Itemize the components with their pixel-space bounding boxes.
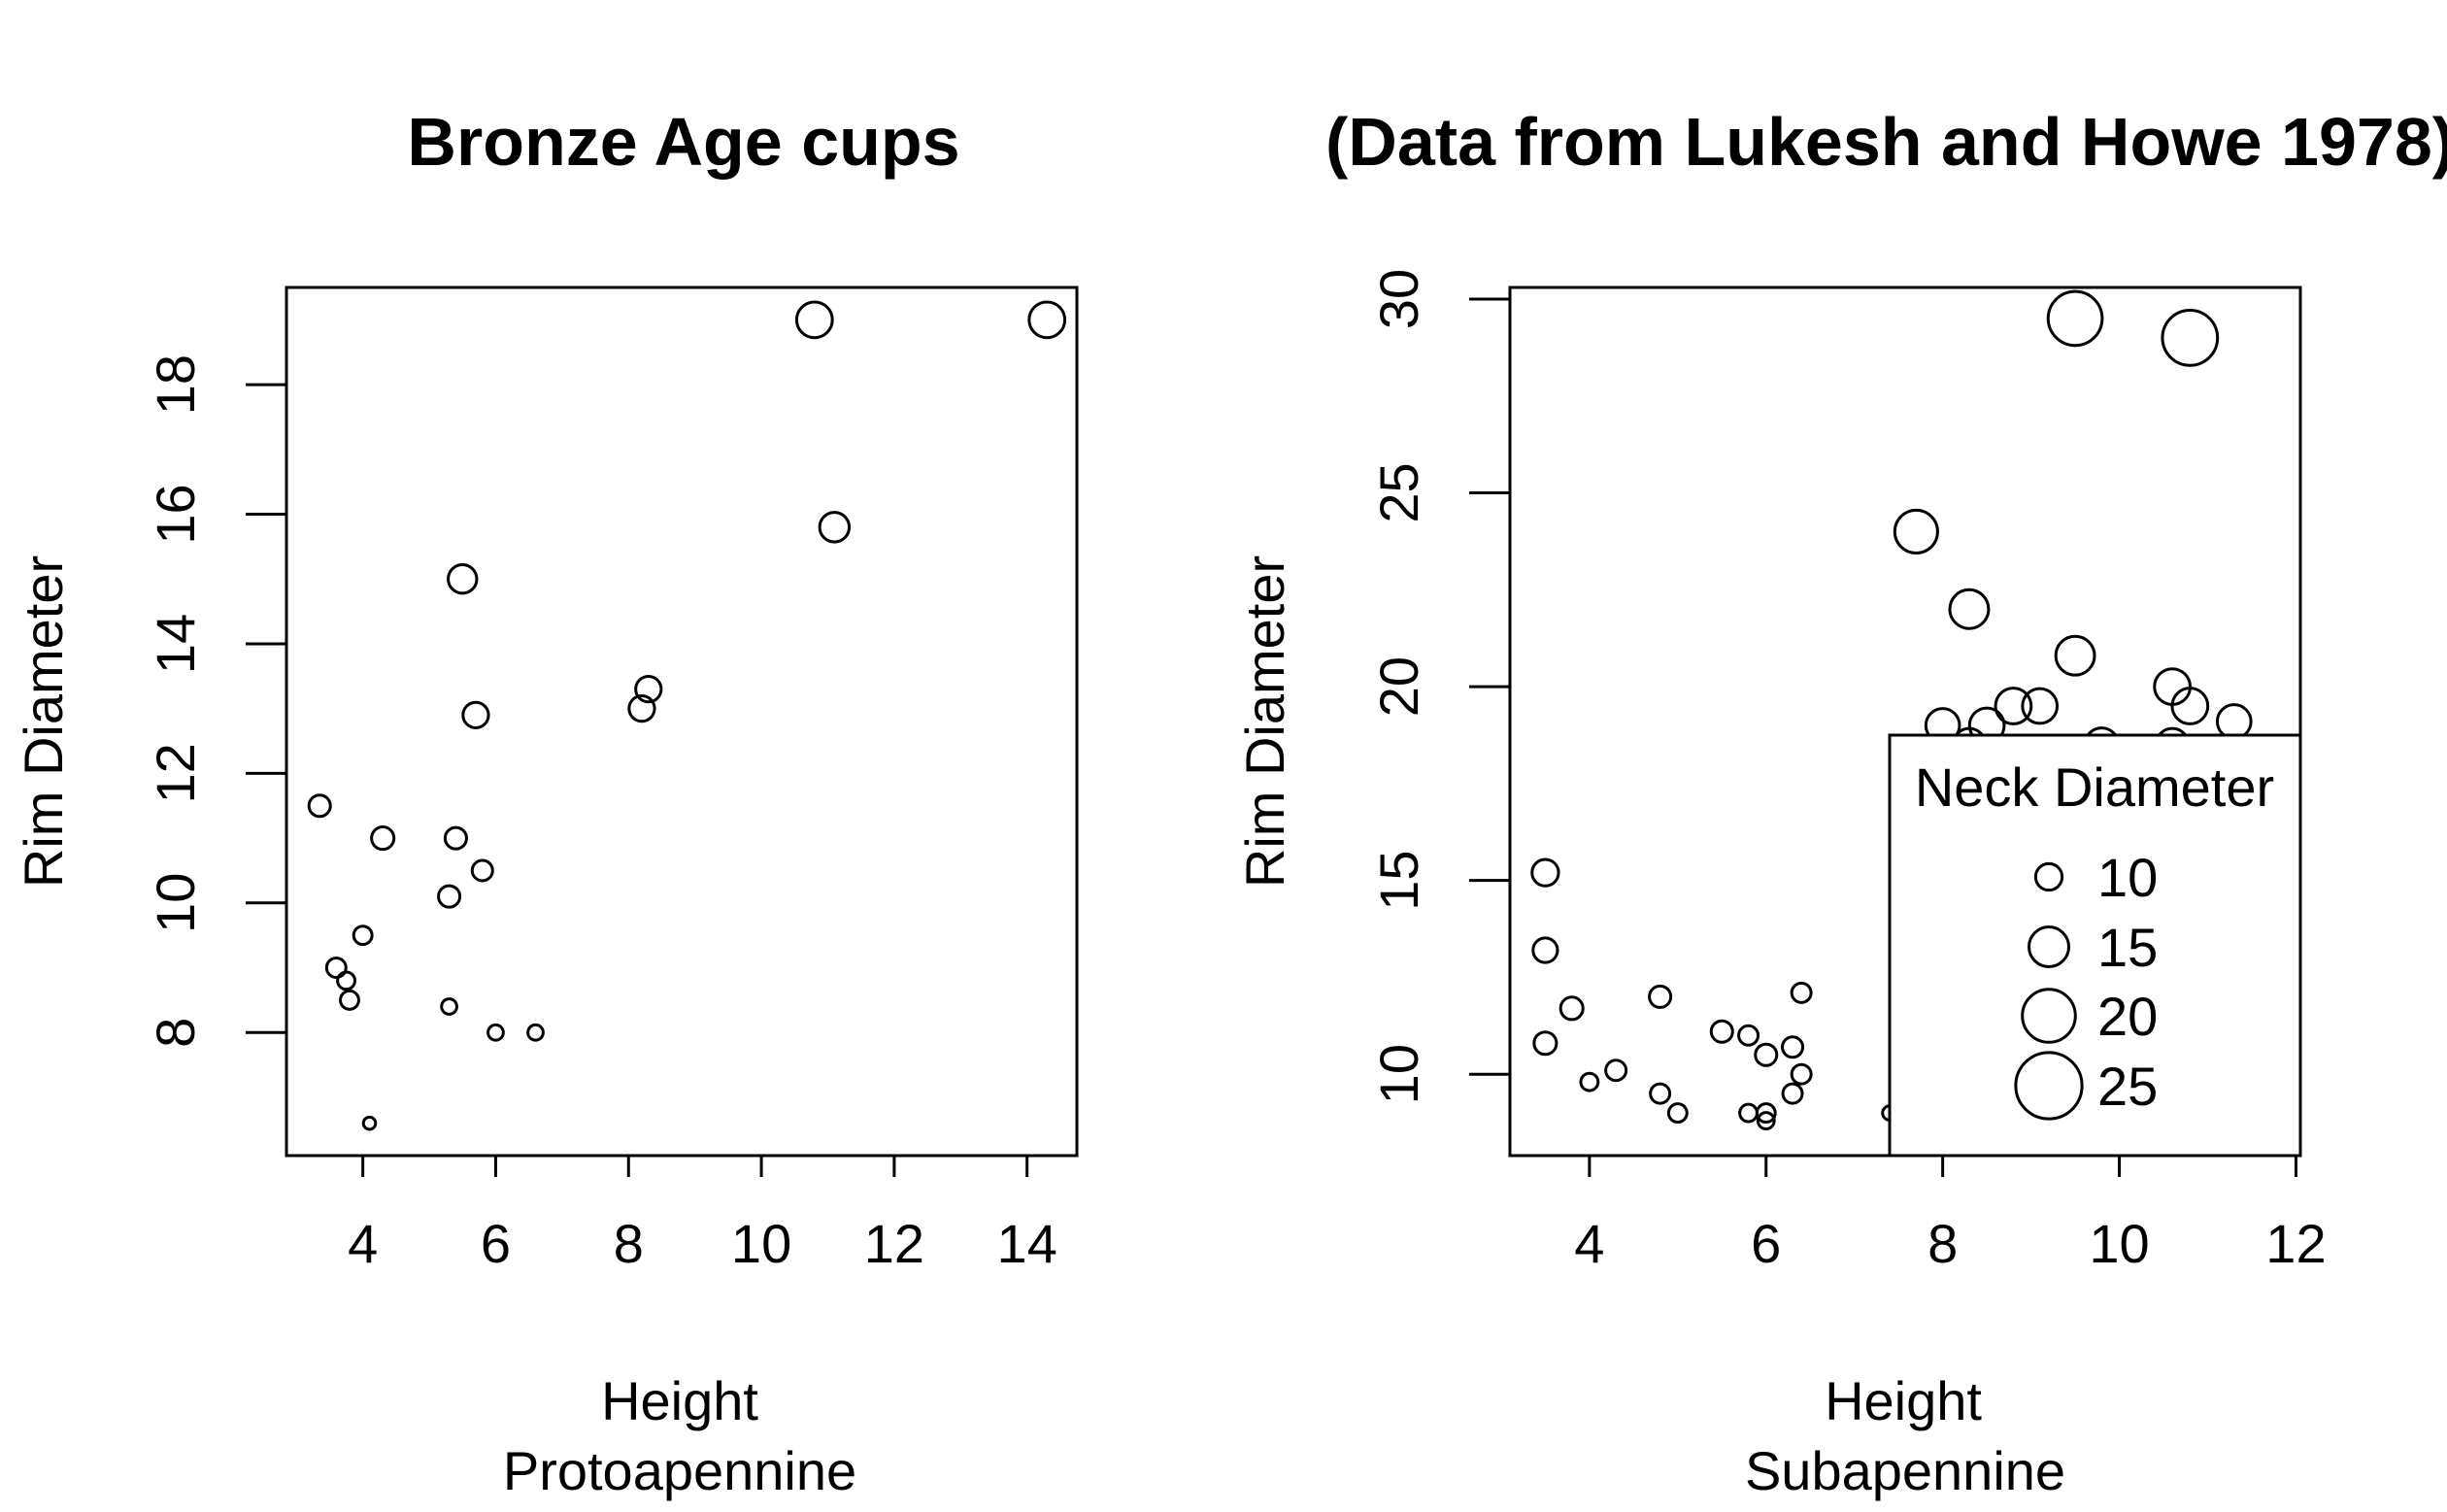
data-point bbox=[1790, 1062, 1813, 1086]
data-point bbox=[361, 1115, 378, 1131]
data-point bbox=[794, 300, 834, 340]
data-point bbox=[1559, 995, 1585, 1022]
data-point bbox=[1790, 981, 1813, 1004]
y-tick-label: 12 bbox=[145, 743, 206, 803]
y-tick-label: 18 bbox=[145, 354, 206, 415]
data-point bbox=[352, 924, 374, 947]
y-tick-label: 16 bbox=[145, 484, 206, 544]
data-point bbox=[443, 825, 468, 851]
x-tick-label: 12 bbox=[2265, 1213, 2326, 1274]
x-tick-label: 6 bbox=[481, 1213, 511, 1274]
legend-symbol bbox=[2014, 1051, 2084, 1121]
data-point bbox=[818, 511, 852, 544]
data-point bbox=[324, 957, 348, 979]
legend-label: 15 bbox=[2097, 917, 2158, 978]
legend-box bbox=[1888, 733, 2302, 1158]
y-tick-label: 30 bbox=[1368, 269, 1429, 329]
x-tick-label: 6 bbox=[1751, 1213, 1781, 1274]
panel2-x-sublabel: Subapennine bbox=[1745, 1440, 2065, 1501]
legend-symbol bbox=[2028, 925, 2070, 968]
y-tick-label: 20 bbox=[1368, 656, 1429, 717]
data-point bbox=[447, 563, 479, 595]
data-point bbox=[370, 825, 396, 852]
data-point bbox=[1604, 1058, 1628, 1083]
data-point bbox=[1530, 857, 1560, 888]
y-tick-label: 8 bbox=[145, 1018, 206, 1048]
panel1-x-sublabel: Protoapennine bbox=[503, 1440, 856, 1501]
panel1-title: Bronze Age cups bbox=[407, 104, 959, 180]
data-point bbox=[2170, 687, 2210, 725]
legend-symbol bbox=[2021, 988, 2077, 1044]
legend-label: 10 bbox=[2097, 847, 2158, 908]
panel1-x-axis: 4 6 8 10 12 14 bbox=[348, 1154, 1057, 1274]
data-point bbox=[339, 989, 360, 1011]
data-point bbox=[1532, 1030, 1559, 1057]
data-point bbox=[2054, 634, 2096, 677]
legend-entries: 10 15 20 25 bbox=[2014, 847, 2158, 1121]
data-point bbox=[526, 1023, 545, 1042]
legend-symbol bbox=[2033, 861, 2064, 892]
legend-label: 20 bbox=[2097, 986, 2158, 1047]
data-point bbox=[1709, 1019, 1734, 1044]
x-tick-label: 4 bbox=[1574, 1213, 1604, 1274]
y-tick-label: 15 bbox=[1368, 850, 1429, 910]
legend-title: Neck Diameter bbox=[1915, 756, 2274, 818]
data-point bbox=[1755, 1102, 1777, 1125]
data-point bbox=[1754, 1042, 1779, 1067]
data-point bbox=[1649, 1082, 1672, 1105]
panel1-y-axis: 8 10 12 14 16 18 bbox=[145, 354, 288, 1048]
panel-protoapennine: Bronze Age cups 4 6 8 10 12 14 8 10 12 14 16 18 He… bbox=[13, 104, 1079, 1501]
data-point bbox=[2161, 309, 2220, 367]
data-point bbox=[470, 858, 494, 883]
x-tick-label: 12 bbox=[864, 1213, 924, 1274]
panel2-y-label: Rim Diameter bbox=[1234, 555, 1295, 888]
y-tick-label: 25 bbox=[1368, 462, 1429, 522]
data-point bbox=[461, 700, 490, 729]
data-point bbox=[437, 884, 462, 909]
data-point bbox=[627, 694, 656, 723]
x-tick-label: 14 bbox=[997, 1213, 1057, 1274]
data-point bbox=[1666, 1102, 1689, 1125]
data-point bbox=[1648, 984, 1673, 1009]
panel1-y-label: Rim Diameter bbox=[13, 555, 74, 888]
legend-label: 25 bbox=[2097, 1056, 2158, 1117]
x-tick-label: 8 bbox=[614, 1213, 644, 1274]
data-point bbox=[1781, 1082, 1804, 1105]
y-tick-label: 10 bbox=[145, 873, 206, 933]
size-legend: Neck Diameter 10 15 20 25 bbox=[1888, 733, 2302, 1158]
x-tick-label: 8 bbox=[1927, 1213, 1958, 1274]
data-point bbox=[1948, 588, 1991, 630]
panel2-title: (Data from Lukesh and Howe 1978) bbox=[1325, 104, 2447, 180]
panel-subapennine: (Data from Lukesh and Howe 1978) 4 6 8 10 12… bbox=[1234, 104, 2447, 1501]
data-point bbox=[1756, 1111, 1776, 1130]
data-point bbox=[2046, 289, 2104, 348]
data-point bbox=[307, 793, 332, 819]
panel2-y-axis: 10 15 20 25 30 bbox=[1368, 269, 1512, 1104]
data-point bbox=[336, 970, 356, 991]
data-point bbox=[1579, 1071, 1600, 1092]
data-point bbox=[1027, 300, 1067, 340]
y-tick-label: 10 bbox=[1368, 1044, 1429, 1104]
x-tick-label: 10 bbox=[2089, 1213, 2149, 1274]
data-point bbox=[634, 675, 663, 704]
data-point bbox=[2021, 687, 2060, 725]
data-point bbox=[1994, 687, 2033, 725]
panel2-x-axis: 4 6 8 10 12 bbox=[1574, 1154, 2327, 1274]
x-tick-label: 4 bbox=[348, 1213, 378, 1274]
data-point bbox=[1531, 936, 1559, 964]
data-point bbox=[1781, 1035, 1805, 1059]
y-tick-label: 14 bbox=[145, 614, 206, 674]
data-point bbox=[1893, 508, 1939, 554]
data-point bbox=[1737, 1024, 1760, 1047]
panel2-x-label: Height bbox=[1825, 1370, 1982, 1431]
panel1-points bbox=[307, 300, 1067, 1131]
x-tick-label: 10 bbox=[731, 1213, 791, 1274]
panel1-x-label: Height bbox=[601, 1370, 758, 1431]
data-point bbox=[486, 1023, 505, 1042]
data-point bbox=[440, 997, 458, 1016]
